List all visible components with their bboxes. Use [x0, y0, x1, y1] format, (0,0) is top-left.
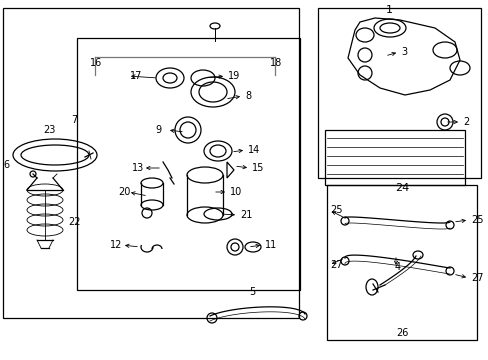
- Text: 19: 19: [227, 71, 240, 81]
- Text: 25: 25: [329, 205, 342, 215]
- Text: 26: 26: [395, 328, 407, 338]
- Text: 20: 20: [118, 187, 130, 197]
- Text: 27: 27: [470, 273, 483, 283]
- Text: 15: 15: [251, 163, 264, 173]
- Text: 3: 3: [400, 47, 407, 57]
- Text: 21: 21: [240, 210, 252, 220]
- Text: 5: 5: [248, 287, 255, 297]
- Text: 23: 23: [43, 125, 55, 135]
- Bar: [326, 185, 476, 340]
- Text: 13: 13: [132, 163, 144, 173]
- Text: 24: 24: [394, 183, 408, 193]
- Bar: [3, 8, 298, 318]
- Bar: [325, 130, 464, 185]
- Text: 27: 27: [329, 260, 342, 270]
- Text: 7: 7: [71, 115, 77, 125]
- Text: 16: 16: [90, 58, 102, 68]
- Bar: [77, 38, 299, 290]
- Text: 2: 2: [462, 117, 468, 127]
- Text: 22: 22: [68, 217, 81, 227]
- Text: 12: 12: [110, 240, 122, 250]
- Text: 10: 10: [229, 187, 242, 197]
- Text: 25: 25: [470, 215, 483, 225]
- Text: 8: 8: [244, 91, 251, 101]
- Text: 4: 4: [394, 262, 400, 272]
- Text: 6: 6: [3, 160, 9, 170]
- Text: 17: 17: [130, 71, 142, 81]
- Bar: [317, 8, 480, 178]
- Text: 18: 18: [269, 58, 282, 68]
- Text: 9: 9: [155, 125, 161, 135]
- Text: 1: 1: [385, 5, 392, 15]
- Text: 14: 14: [247, 145, 260, 155]
- Text: 11: 11: [264, 240, 277, 250]
